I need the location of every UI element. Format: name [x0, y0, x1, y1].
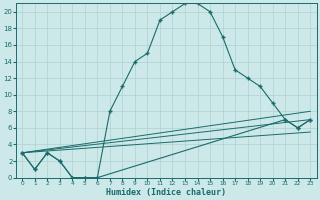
X-axis label: Humidex (Indice chaleur): Humidex (Indice chaleur)	[106, 188, 226, 197]
